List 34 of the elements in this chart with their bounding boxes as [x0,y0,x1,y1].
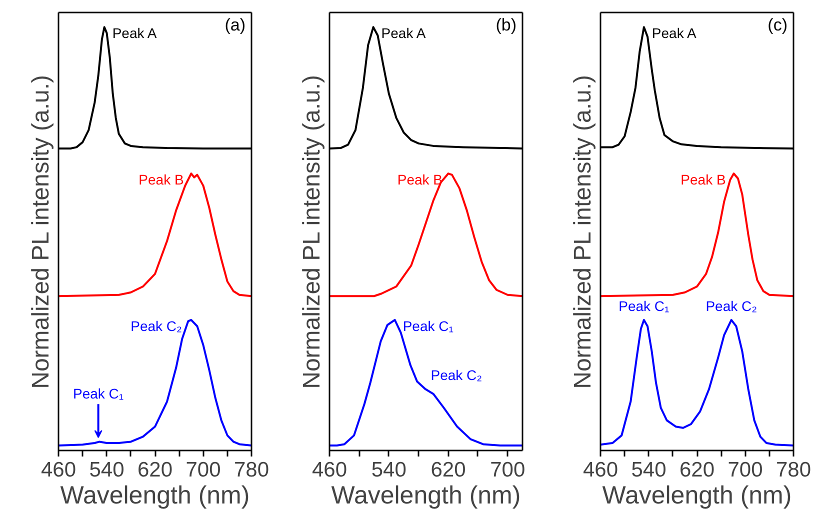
x-axis-title: Wavelength (nm) [602,482,792,510]
y-axis-title: Normalized PL intensity (a.u.) [298,74,326,389]
x-tick-label: 460 [40,458,76,482]
annotation: Peak B [680,172,726,188]
annotation: (c) [768,16,788,34]
x-tick-label: 460 [582,458,618,482]
x-axis-title: Wavelength (nm) [331,482,521,510]
annotation: Peak A [652,25,697,42]
x-axis-title: Wavelength (nm) [60,482,250,510]
annotation: Peak C₂ [130,318,182,334]
x-tick-label: 780 [234,458,270,482]
annotation: Peak C₁ [402,318,454,334]
annotation: Peak C₂ [706,298,758,314]
annotation: Peak B [138,172,184,188]
x-tick-label: 540 [371,458,406,482]
annotation: Peak C₂ [430,367,482,384]
annotation: (a) [224,16,246,34]
annotation: Peak C₁ [618,298,670,314]
x-tick-label: 620 [137,458,173,482]
x-tick-label: 460 [312,458,348,482]
annotation: Peak A [112,25,158,42]
x-tick-label: 700 [490,458,526,482]
x-tick-label: 700 [186,458,221,482]
y-axis-title: Normalized PL intensity (a.u.) [570,74,596,389]
x-tick-label: 780 [776,458,812,482]
x-tick-label: 620 [430,458,466,482]
x-tick-label: 540 [631,458,666,482]
annotation: Peak C₁ [72,386,124,402]
x-tick-label: 540 [89,458,124,482]
annotation: (b) [496,16,517,34]
x-tick-label: 620 [679,458,715,482]
y-axis-title: Normalized PL intensity (a.u.) [28,74,54,389]
annotation: Peak A [381,25,426,42]
x-tick-label: 700 [728,458,763,482]
